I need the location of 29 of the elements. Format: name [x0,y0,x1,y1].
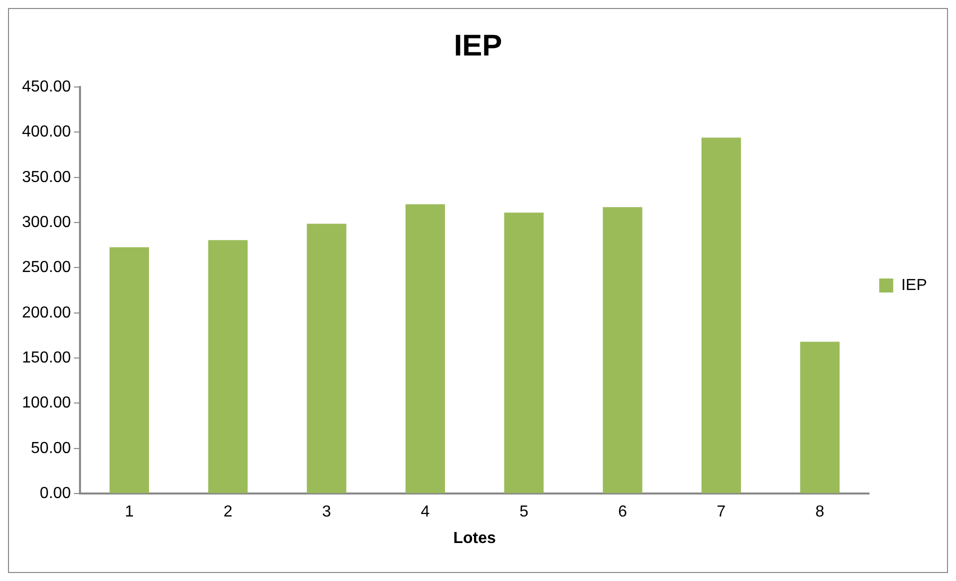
x-tick-label: 4 [420,504,430,521]
chart-title: IEP [454,29,502,62]
bar [800,342,840,494]
x-tick-label: 8 [815,504,824,521]
bar [602,207,642,494]
x-tick-label: 1 [124,504,134,521]
y-tick-label: 100.00 [22,394,72,412]
legend-label: IEP [901,276,928,294]
bar [504,212,544,494]
y-tick-label: 350.00 [22,168,72,186]
x-tick-label: 6 [618,504,628,521]
y-tick-label: 400.00 [22,124,72,141]
y-tick-label: 200.00 [22,304,72,322]
bar [406,204,445,494]
y-tick-label: 300.00 [22,214,72,231]
bar [110,247,149,494]
x-tick-label: 7 [716,504,726,521]
x-tick-label: 3 [322,504,332,521]
x-tick-label: 5 [519,504,528,521]
y-tick-label: 450.00 [22,78,72,96]
bar [701,138,741,494]
y-tick-label: 250.00 [22,259,72,276]
bar [306,224,346,494]
bar [208,240,248,494]
x-axis-title: Lotes [453,530,496,547]
y-tick-label: 150.00 [22,349,72,366]
x-tick-label: 2 [223,504,232,521]
y-tick-label: 50.00 [30,440,72,457]
y-tick-label: 0.00 [40,485,72,502]
